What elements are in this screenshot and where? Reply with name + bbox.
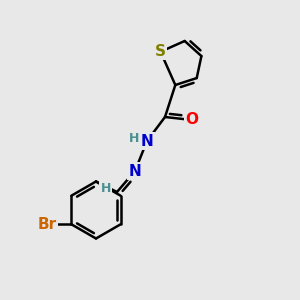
Text: N: N <box>141 134 153 148</box>
Text: Br: Br <box>38 217 57 232</box>
Text: N: N <box>129 164 141 178</box>
Text: H: H <box>129 131 140 145</box>
Text: H: H <box>100 182 111 195</box>
Text: O: O <box>185 112 199 128</box>
Text: S: S <box>155 44 166 59</box>
